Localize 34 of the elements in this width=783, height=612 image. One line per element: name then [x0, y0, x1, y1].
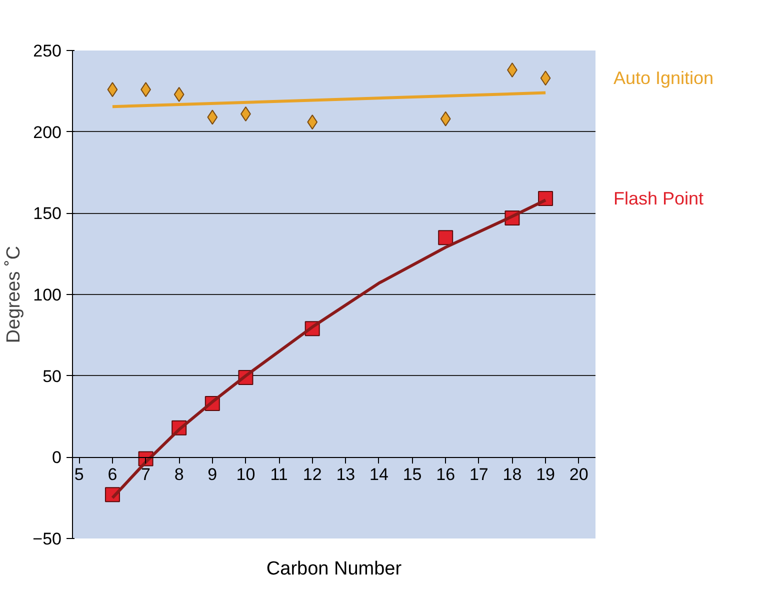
- y-tick-label: 250: [33, 42, 62, 60]
- point: [174, 86, 184, 102]
- y-tick-label: 100: [33, 286, 62, 304]
- x-tick-label: 9: [208, 465, 218, 484]
- x-tick-label: 12: [302, 465, 322, 484]
- x-tick-label: 19: [536, 465, 555, 484]
- point: [440, 111, 451, 126]
- text: Auto Ignition: [614, 68, 714, 88]
- x-tick-label: 13: [336, 465, 356, 484]
- x-tick-label: 17: [469, 465, 488, 484]
- x-tick-label: 6: [108, 465, 118, 484]
- y-tick-label: 50: [42, 366, 62, 386]
- x-tick-label: 8: [174, 465, 184, 484]
- y-tick-label: 150: [33, 204, 62, 224]
- point: [307, 114, 318, 130]
- y-tick-label: −50: [32, 530, 62, 548]
- x-tick-label: 20: [569, 465, 588, 484]
- y-tick-label: 200: [33, 122, 62, 142]
- point: [107, 82, 118, 98]
- x-tick-label: 11: [270, 465, 288, 484]
- x-tick-label: 14: [370, 465, 388, 484]
- text: Flash Point: [614, 188, 704, 209]
- point: [207, 110, 218, 125]
- x-tick-label: 10: [236, 465, 256, 484]
- point: [438, 230, 454, 246]
- x-tick-label: 7: [141, 465, 151, 484]
- point: [540, 70, 551, 86]
- y-tick-label: 0: [52, 448, 62, 468]
- x-tick-label: 16: [436, 465, 456, 484]
- x-axis-title: Carbon Number: [266, 558, 402, 580]
- y-axis-title: Degrees ˚C: [4, 246, 25, 344]
- x-tick-label: 5: [74, 465, 84, 484]
- x-tick-label: 15: [402, 465, 422, 484]
- x-tick-label: 18: [502, 465, 522, 484]
